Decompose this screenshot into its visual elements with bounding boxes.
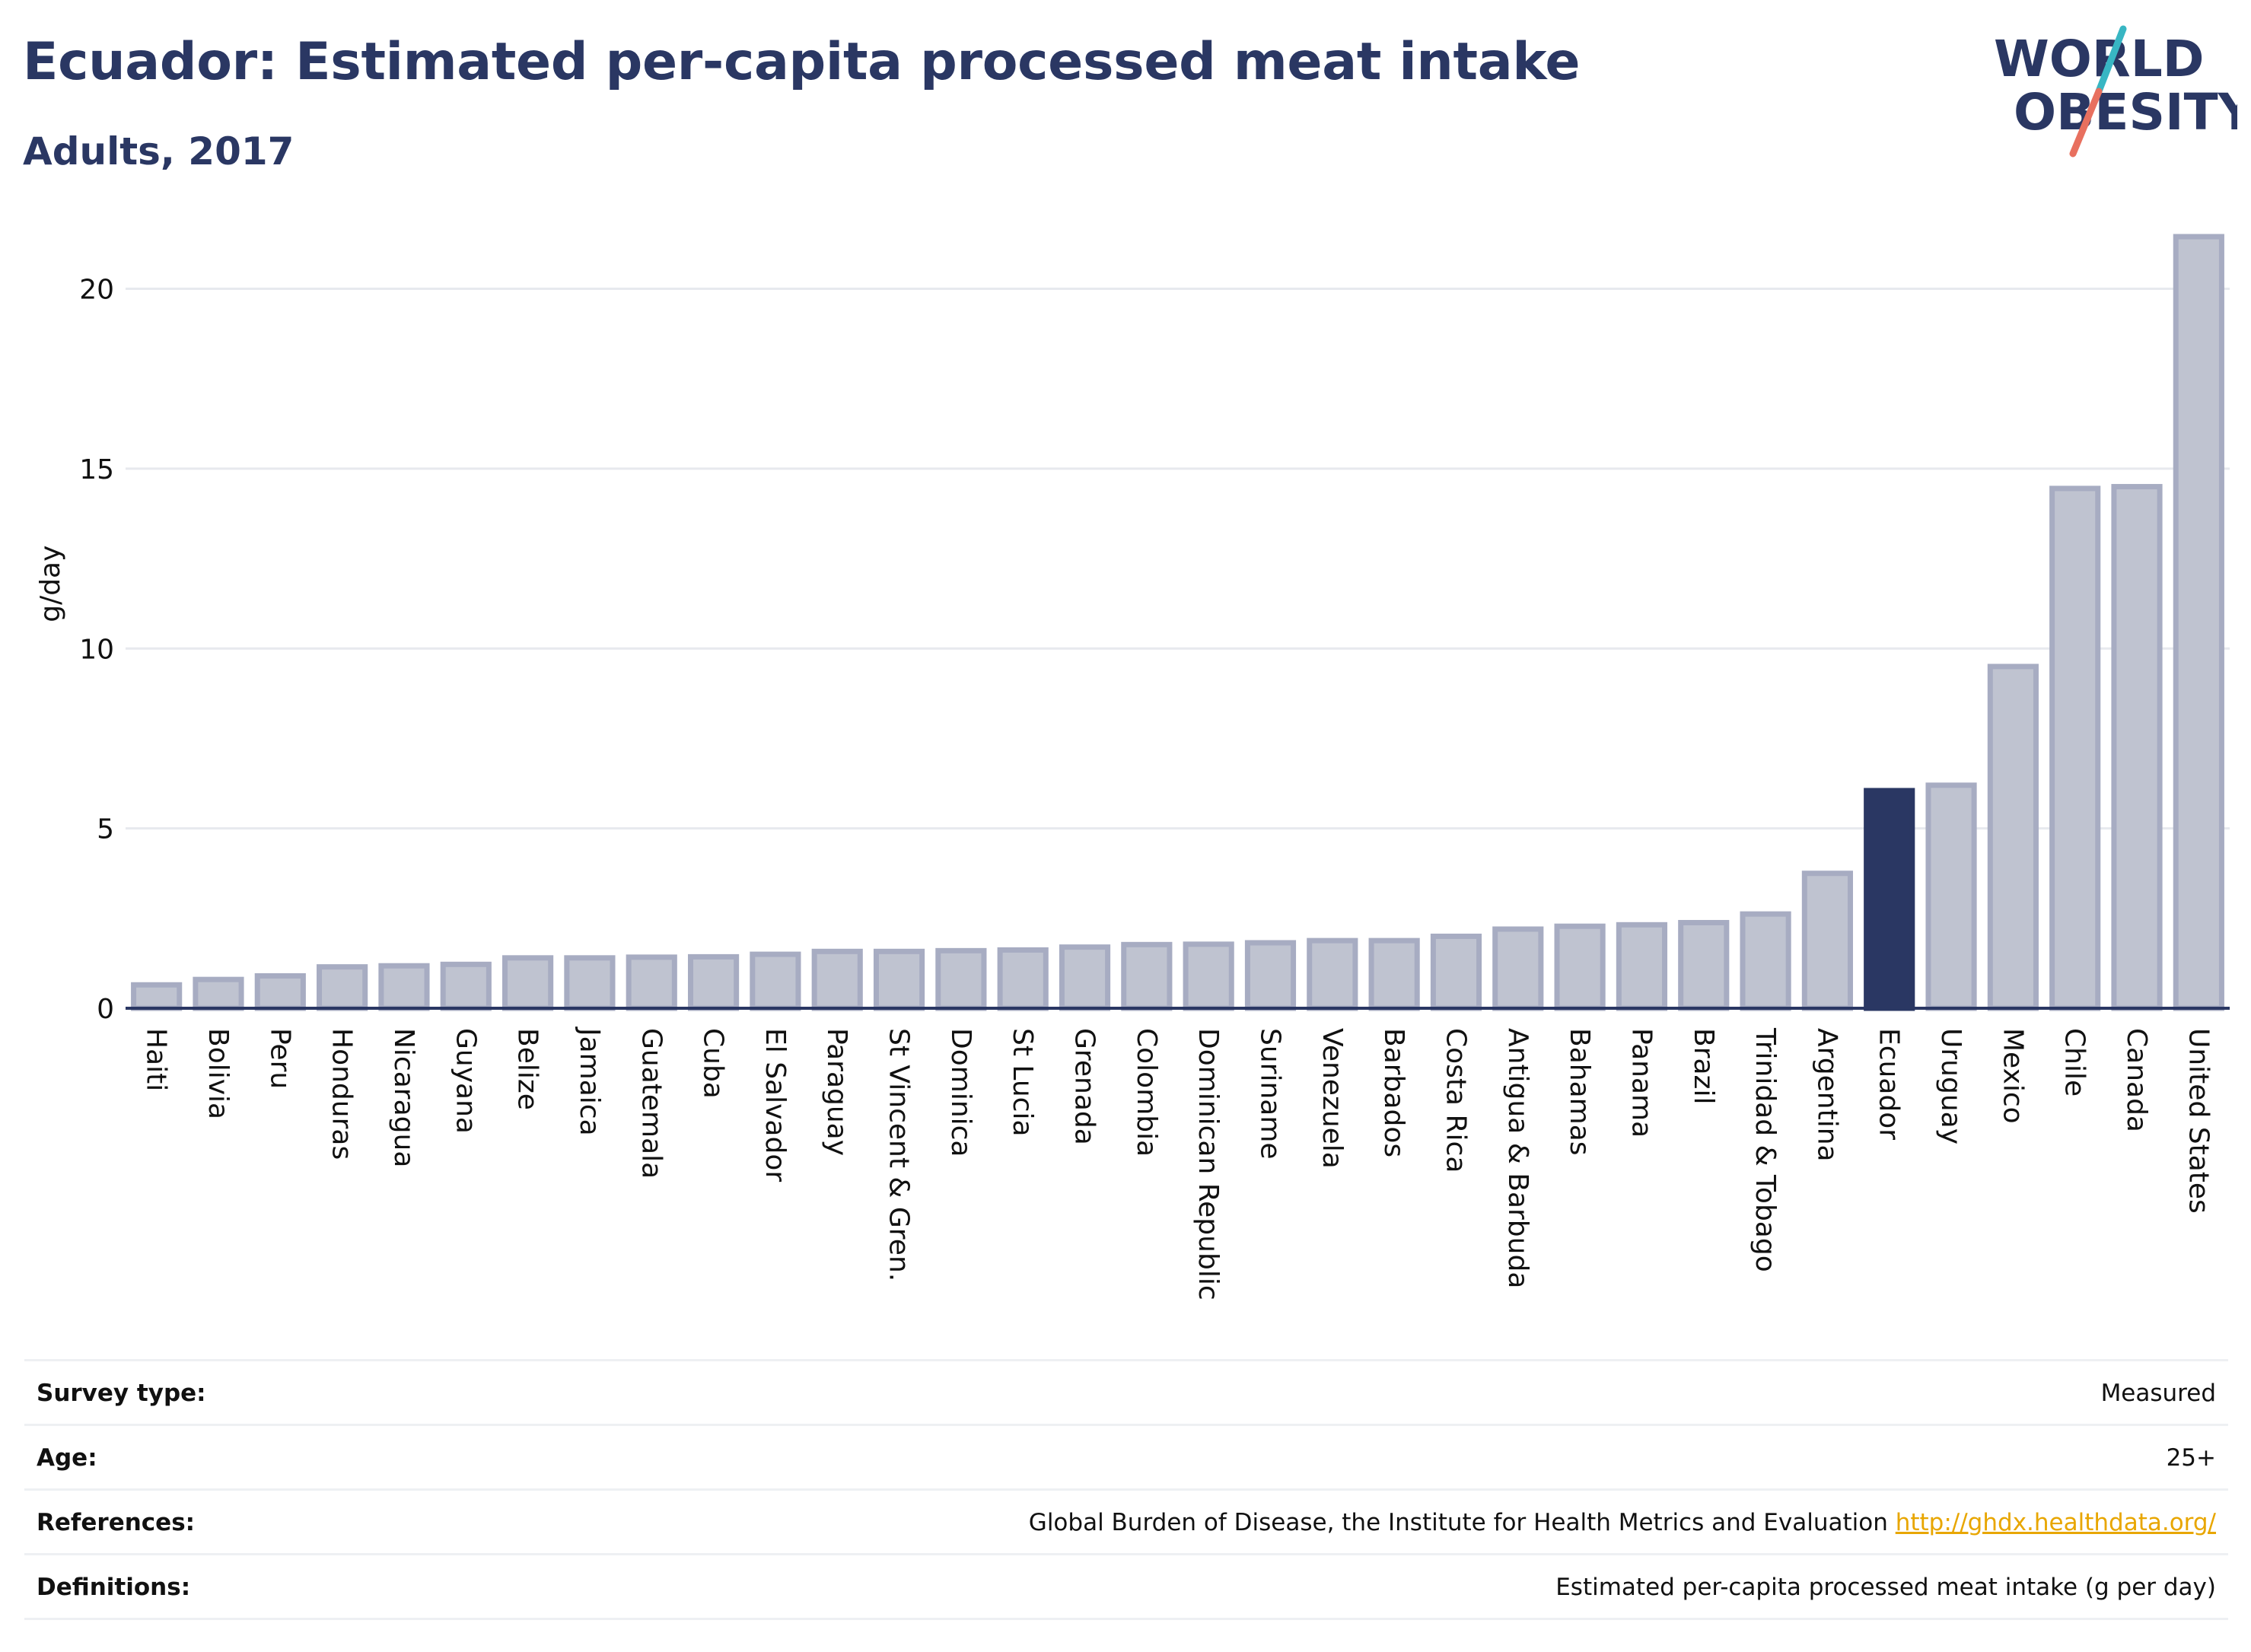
bar-el-salvador	[750, 951, 801, 1011]
x-tick-label: Dominican Republic	[1192, 1028, 1224, 1300]
bar-bolivia	[193, 976, 244, 1011]
meta-value: Estimated per-capita processed meat inta…	[1555, 1574, 2216, 1601]
bar-panama	[1616, 921, 1668, 1011]
x-tick-label: Trinidad & Tobago	[1750, 1027, 1781, 1272]
x-tick-label: Grenada	[1069, 1028, 1100, 1145]
bar-bahamas	[1554, 923, 1606, 1011]
x-tick-label: Mexico	[1997, 1028, 2028, 1124]
y-axis-label: g/day	[35, 546, 66, 622]
meta-row-age: Age: 25+	[24, 1424, 2228, 1488]
x-tick-label: Paraguay	[821, 1028, 852, 1156]
bar-chart: 0 5 10 15 20 g/day Haiti Bolivia Peru Honduras Nic…	[35, 234, 2230, 1300]
bar-guatemala	[626, 954, 677, 1011]
world-obesity-logo: WORLD OBESITY	[1994, 25, 2237, 158]
bar-peru	[254, 972, 306, 1011]
bar-uruguay	[1925, 782, 1977, 1011]
x-tick-label: Barbados	[1378, 1028, 1409, 1157]
bar-jamaica	[564, 955, 616, 1011]
meta-label: Definitions:	[37, 1574, 191, 1601]
bar-honduras	[317, 964, 368, 1011]
x-tick-label: Chile	[2059, 1028, 2090, 1097]
bar-ecuador	[1864, 788, 1915, 1011]
reference-link[interactable]: http://ghdx.healthdata.org/	[1895, 1509, 2216, 1536]
bar-st-vincent-gren-	[873, 948, 925, 1011]
metadata-table: Survey type: Measured Age: 25+ Reference…	[24, 1359, 2228, 1620]
x-tick-label: Venezuela	[1317, 1028, 1348, 1169]
bar-united-states	[2173, 234, 2224, 1011]
x-tick-label: Bahamas	[1564, 1028, 1595, 1156]
chart-subtitle: Adults, 2017	[23, 129, 295, 173]
chart-title: Ecuador: Estimated per-capita processed …	[23, 32, 1581, 92]
x-tick-label: Ecuador	[1874, 1028, 1905, 1140]
x-tick-label: Bolivia	[202, 1028, 234, 1119]
x-tick-label: Brazil	[1688, 1028, 1719, 1104]
bar-grenada	[1059, 944, 1111, 1011]
bar-dominican-republic	[1183, 941, 1234, 1011]
x-tick-label: Suriname	[1254, 1028, 1285, 1160]
x-tick-label: St Vincent & Gren.	[884, 1028, 915, 1281]
meta-row-references: References: Global Burden of Disease, th…	[24, 1488, 2228, 1553]
bar-paraguay	[811, 948, 863, 1011]
x-tick-label: Costa Rica	[1440, 1028, 1471, 1173]
bar-trinidad-tobago	[1740, 911, 1791, 1011]
x-tick-label: Peru	[264, 1028, 295, 1089]
logo-slash-teal	[2095, 25, 2127, 95]
x-tick-label: United States	[2183, 1028, 2214, 1214]
logo-word-obesity: OBESITY	[2014, 83, 2237, 142]
meta-label: Survey type:	[37, 1380, 206, 1407]
x-tick-label: Argentina	[1811, 1028, 1842, 1162]
bar-haiti	[131, 982, 183, 1011]
x-tick-label: St Lucia	[1007, 1028, 1038, 1137]
x-tick-label: Belize	[512, 1028, 543, 1110]
bar-barbados	[1368, 937, 1420, 1011]
x-tick-label: Jamaica	[574, 1027, 605, 1136]
x-tick-label: Colombia	[1131, 1028, 1162, 1157]
x-tick-label: Haiti	[141, 1028, 172, 1091]
bar-suriname	[1244, 940, 1297, 1011]
bar-colombia	[1121, 941, 1173, 1011]
x-tick-label: Panama	[1625, 1028, 1657, 1138]
bar-venezuela	[1307, 937, 1358, 1011]
y-tick-label: 5	[97, 814, 114, 845]
logo-word-world: WORLD	[1994, 30, 2205, 88]
x-tick-label: Uruguay	[1935, 1028, 1966, 1144]
bar-costa-rica	[1430, 933, 1482, 1011]
x-tick-label: Cuba	[698, 1028, 729, 1099]
bar-st-lucia	[997, 947, 1049, 1011]
meta-row-survey-type: Survey type: Measured	[24, 1359, 2228, 1424]
x-tick-label: Antigua & Barbuda	[1502, 1028, 1533, 1288]
x-tick-label: Dominica	[945, 1028, 976, 1157]
x-tick-label: Canada	[2121, 1028, 2152, 1132]
bar-chile	[2049, 485, 2101, 1011]
y-tick-label: 0	[97, 994, 114, 1025]
meta-label: References:	[37, 1509, 196, 1536]
x-tick-label: Honduras	[326, 1028, 358, 1160]
bar-mexico	[1987, 664, 2039, 1011]
bar-nicaragua	[378, 963, 430, 1011]
x-tick-label: Guatemala	[635, 1028, 667, 1179]
y-tick-label: 10	[79, 634, 114, 665]
y-tick-label: 15	[79, 454, 114, 485]
y-tick-label: 20	[79, 275, 114, 306]
bar-cuba	[687, 953, 740, 1011]
meta-value: Global Burden of Disease, the Institute …	[1029, 1509, 2216, 1536]
logo-slash-coral	[2069, 88, 2103, 158]
bar-belize	[502, 955, 554, 1011]
bar-guyana	[440, 961, 492, 1011]
meta-row-definitions: Definitions: Estimated per-capita proces…	[24, 1553, 2228, 1620]
meta-label: Age:	[37, 1444, 97, 1472]
x-tick-label: Guyana	[450, 1028, 481, 1134]
meta-value: Measured	[2100, 1380, 2216, 1407]
meta-reference-text: Global Burden of Disease, the Institute …	[1028, 1509, 1888, 1536]
bar-dominica	[935, 947, 987, 1011]
x-tick-label: El Salvador	[759, 1028, 791, 1182]
bar-brazil	[1678, 919, 1730, 1011]
meta-value: 25+	[2166, 1444, 2216, 1472]
bar-antigua-barbuda	[1492, 926, 1544, 1011]
bar-canada	[2111, 484, 2163, 1011]
bar-argentina	[1801, 871, 1853, 1011]
x-tick-label: Nicaragua	[388, 1028, 419, 1167]
